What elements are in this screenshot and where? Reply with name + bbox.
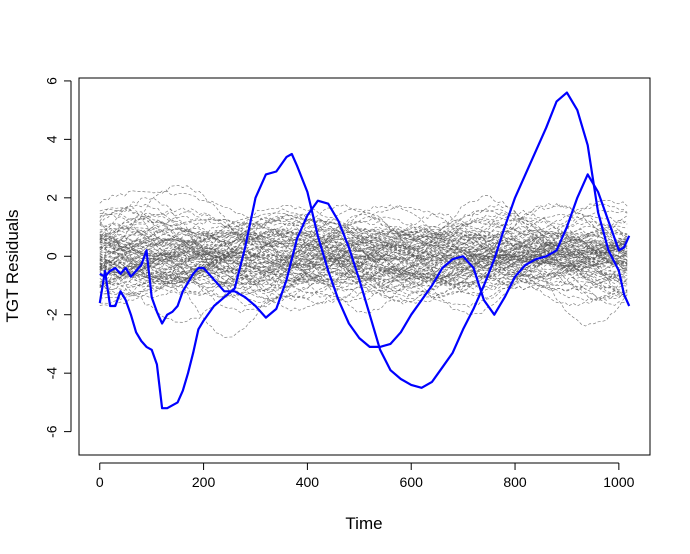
background-curve [99,199,628,297]
x-axis-label: Time [345,514,382,533]
y-tick-label: -2 [44,308,60,321]
background-curve [99,208,628,307]
x-tick-label: 400 [296,474,320,490]
background-curve [99,249,628,291]
x-tick-label: 1000 [603,474,634,490]
background-curve [99,228,628,307]
y-tick-label: 6 [44,77,60,85]
background-curve [99,230,628,279]
plot-frame [78,77,651,456]
background-curve [99,220,628,261]
background-curve [99,243,628,305]
background-curve [99,239,628,300]
y-axis-label: TGT Residuals [3,209,22,322]
background-curve [99,202,628,284]
background-curve [99,219,628,312]
background-curve [99,240,628,286]
y-tick-label: 0 [44,252,60,260]
background-curve [99,241,628,277]
background-curve [99,230,628,280]
background-curve [99,213,628,314]
background-curve [99,209,628,292]
background-curve [99,230,628,295]
background-curve [99,227,628,289]
y-tick-label: -6 [44,425,60,438]
background-curve [99,205,628,286]
background-curve [99,216,628,297]
x-axis: 0 200 400 600 800 1000 [96,462,635,490]
background-curve [99,214,628,298]
x-tick-label: 600 [400,474,424,490]
background-curve [99,216,628,269]
background-residual-curves [99,185,628,338]
background-curve [99,233,628,281]
background-curve [99,204,628,272]
background-curve [99,185,628,283]
background-curve [99,212,628,283]
background-curve [99,195,628,285]
x-tick-label: 0 [96,474,104,490]
background-curve [99,243,628,293]
background-curve [99,219,628,299]
background-curve [99,232,628,291]
y-tick-label: -4 [44,367,60,380]
background-curve [99,233,628,298]
background-curve [99,204,628,271]
background-curve [99,211,628,285]
highlighted-series-layer [98,91,631,410]
background-curve [99,233,628,266]
background-curve [99,203,628,298]
background-curve [99,207,628,338]
background-curve [99,243,628,276]
background-curve [99,213,628,282]
background-curve [99,228,628,282]
background-curve [99,212,628,303]
x-tick-label: 800 [503,474,527,490]
background-curve [99,224,628,296]
y-tick-label: 4 [44,135,60,143]
background-curve [99,203,628,279]
background-curve [99,220,628,273]
background-curve [99,217,628,270]
background-curve [99,215,628,285]
x-tick-label: 200 [192,474,216,490]
y-tick-label: 2 [44,194,60,202]
series-line-1 [98,152,631,410]
series-line-2 [99,91,631,389]
background-curve [99,228,628,274]
background-curve [99,238,628,286]
background-curve [99,231,628,296]
background-curve [99,197,628,309]
background-curve [99,216,628,268]
background-curve [99,250,628,290]
background-curve [99,212,628,288]
background-curve [99,207,628,282]
y-axis: -6 -4 -2 0 2 4 6 [44,77,72,438]
background-curve [99,239,628,296]
background-curve [99,213,628,304]
background-curve [99,238,628,301]
background-curve [99,231,628,285]
background-curve [99,230,628,287]
